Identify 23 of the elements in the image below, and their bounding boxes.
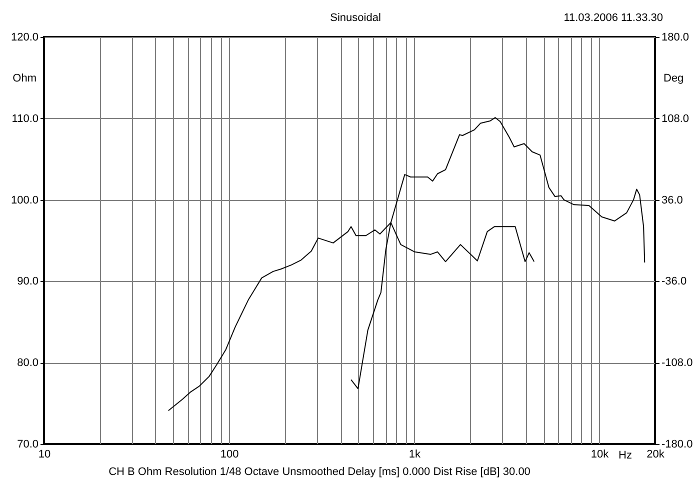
text: 11.03.2006 11.33.30 xyxy=(564,12,663,24)
y-tick-label: 120.0 xyxy=(10,32,38,44)
x-tick-label: 10 xyxy=(38,448,51,460)
y2-tick-label: -108.0 xyxy=(662,357,693,370)
x-axis-title: Hz xyxy=(618,450,632,462)
x-tick-label: 20k xyxy=(646,448,665,460)
y2-tick-label: -180.0 xyxy=(662,438,693,450)
x-tick-label: 10k xyxy=(590,448,610,460)
y-tick-label: 70.0 xyxy=(17,438,38,450)
y-tick-label: 100.0 xyxy=(10,194,38,206)
x-tick-label: 1k xyxy=(408,448,421,460)
y2-tick-label: -36.0 xyxy=(662,276,687,288)
y-tick-label: 90.0 xyxy=(17,276,38,288)
y-axis-title: Ohm xyxy=(12,72,36,84)
chart-title: Sinusoidal xyxy=(330,12,381,24)
x-tick-label: 100 xyxy=(220,448,239,460)
text: CH B Ohm Resolution 1/48 Octave Unsmoothed Delay [ms] 0.000 Dist Rise [dB] 30.00 xyxy=(108,466,530,478)
y-tick-label: 80.0 xyxy=(17,357,38,370)
y2-tick-label: 36.0 xyxy=(662,194,683,206)
y2-tick-label: 180.0 xyxy=(662,32,690,44)
y2-axis-title: Deg xyxy=(664,72,684,84)
y2-tick-label: 108.0 xyxy=(662,112,690,125)
y-tick-label: 110.0 xyxy=(12,112,38,125)
